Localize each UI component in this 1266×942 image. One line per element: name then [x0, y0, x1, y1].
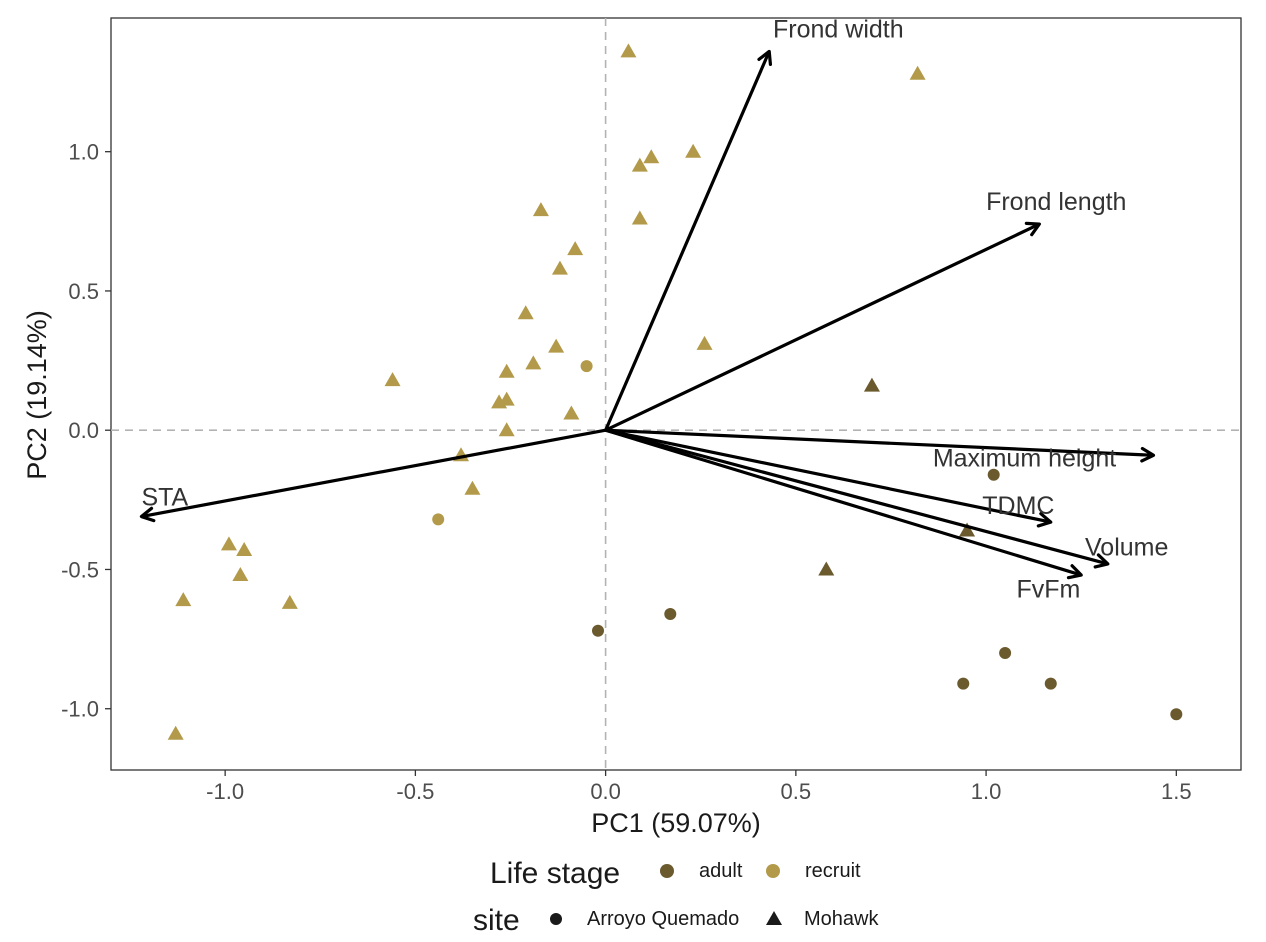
data-point-triangle [685, 143, 702, 158]
legend-arroyo-quemado-swatch [550, 913, 562, 925]
legend-mohawk-label: Mohawk [804, 908, 879, 930]
legend-adult-label: adult [699, 860, 743, 882]
x-tick-label: 0.5 [781, 779, 812, 804]
data-point-triangle [818, 561, 835, 576]
data-point-circle [592, 624, 605, 637]
legend-recruit-swatch [766, 864, 780, 878]
x-tick-label: 1.0 [971, 779, 1002, 804]
data-point-circle [664, 608, 677, 621]
data-point-triangle [909, 65, 926, 80]
data-point-triangle [498, 422, 515, 437]
data-point-triangle [384, 372, 401, 387]
legend-life-stage: Life stage adult recruit [490, 857, 861, 890]
data-point-triangle [232, 567, 249, 582]
data-point-triangle [696, 335, 713, 350]
loading-arrowhead [757, 49, 773, 66]
data-point-triangle [643, 149, 660, 164]
loading-label: Maximum height [933, 444, 1116, 472]
y-axis-title: PC2 (19.14%) [22, 310, 52, 480]
data-point-triangle [464, 480, 481, 495]
legend-site-title: site [473, 904, 520, 937]
legend-mohawk-swatch [766, 911, 782, 925]
loading-arrowhead [1024, 221, 1041, 237]
data-point-triangle [631, 157, 648, 172]
data-point-triangle [525, 355, 542, 370]
x-tick-label: 0.0 [590, 779, 621, 804]
loading-arrow [604, 50, 771, 431]
data-point-triangle [567, 241, 584, 256]
data-point-triangle [498, 363, 515, 378]
loading-label: STA [141, 483, 188, 511]
plot-area: Frond width Frond length Maximum height TDM… [110, 15, 1242, 771]
x-tick-label: -1.0 [206, 779, 244, 804]
y-tick-label: 0.0 [68, 418, 99, 443]
data-point-triangle [236, 541, 253, 556]
legend-site: site Arroyo Quemado Mohawk [473, 904, 879, 937]
x-axis: -1.0 -0.5 0.0 0.5 1.0 1.5 [206, 770, 1192, 804]
loading-label: FvFm [1017, 575, 1081, 603]
loading-arrowhead [1066, 564, 1083, 580]
data-point-triangle [517, 305, 534, 320]
legend-adult-swatch [660, 864, 674, 878]
data-point-circle [432, 513, 445, 526]
data-point-triangle [959, 522, 976, 537]
data-point-circle [580, 360, 593, 373]
data-point-circle [999, 647, 1012, 660]
data-point-triangle [220, 536, 237, 551]
loading-arrowhead [1036, 512, 1053, 528]
x-tick-label: 1.5 [1161, 779, 1192, 804]
legend-arroyo-quemado-label: Arroyo Quemado [587, 908, 739, 930]
data-point-triangle [631, 210, 648, 225]
data-point-circle [1044, 677, 1057, 690]
loading-arrow [605, 428, 1082, 577]
loading-arrow [604, 222, 1041, 432]
loading-arrow [605, 428, 1052, 524]
y-tick-label: 0.5 [68, 279, 99, 304]
y-tick-label: -0.5 [61, 557, 99, 582]
x-tick-label: -0.5 [396, 779, 434, 804]
data-point-triangle [863, 377, 880, 392]
loading-label: TDMC [982, 492, 1054, 520]
y-axis: 1.0 0.5 0.0 -0.5 -1.0 [61, 140, 111, 722]
data-point-triangle [491, 394, 508, 409]
plot-panel-border [110, 17, 1242, 771]
data-point-triangle [532, 202, 549, 217]
data-point-triangle [281, 594, 298, 609]
y-tick-label: -1.0 [61, 697, 99, 722]
legend-life-stage-title: Life stage [490, 857, 620, 890]
data-point-triangle [620, 43, 637, 58]
data-point-circle [1170, 708, 1183, 721]
loading-arrow [605, 428, 1154, 457]
loading-arrowhead [139, 506, 156, 523]
data-point-triangle [551, 260, 568, 275]
x-axis-title: PC1 (59.07%) [591, 808, 761, 838]
data-point-triangle [175, 592, 192, 607]
loading-label: Frond length [986, 188, 1126, 216]
legend-recruit-label: recruit [805, 860, 861, 882]
y-tick-label: 1.0 [68, 140, 99, 165]
loading-arrowhead [1093, 553, 1110, 569]
loading-arrowhead [1140, 446, 1156, 463]
data-point-circle [987, 468, 1000, 481]
data-point-triangle [548, 338, 565, 353]
loading-label: Volume [1085, 534, 1168, 562]
data-point-triangle [563, 405, 580, 420]
loading-label: Frond width [773, 15, 904, 43]
data-point-triangle [167, 725, 184, 740]
loading-arrow [605, 428, 1109, 566]
loading-arrow [141, 428, 606, 519]
data-point-circle [957, 677, 970, 690]
